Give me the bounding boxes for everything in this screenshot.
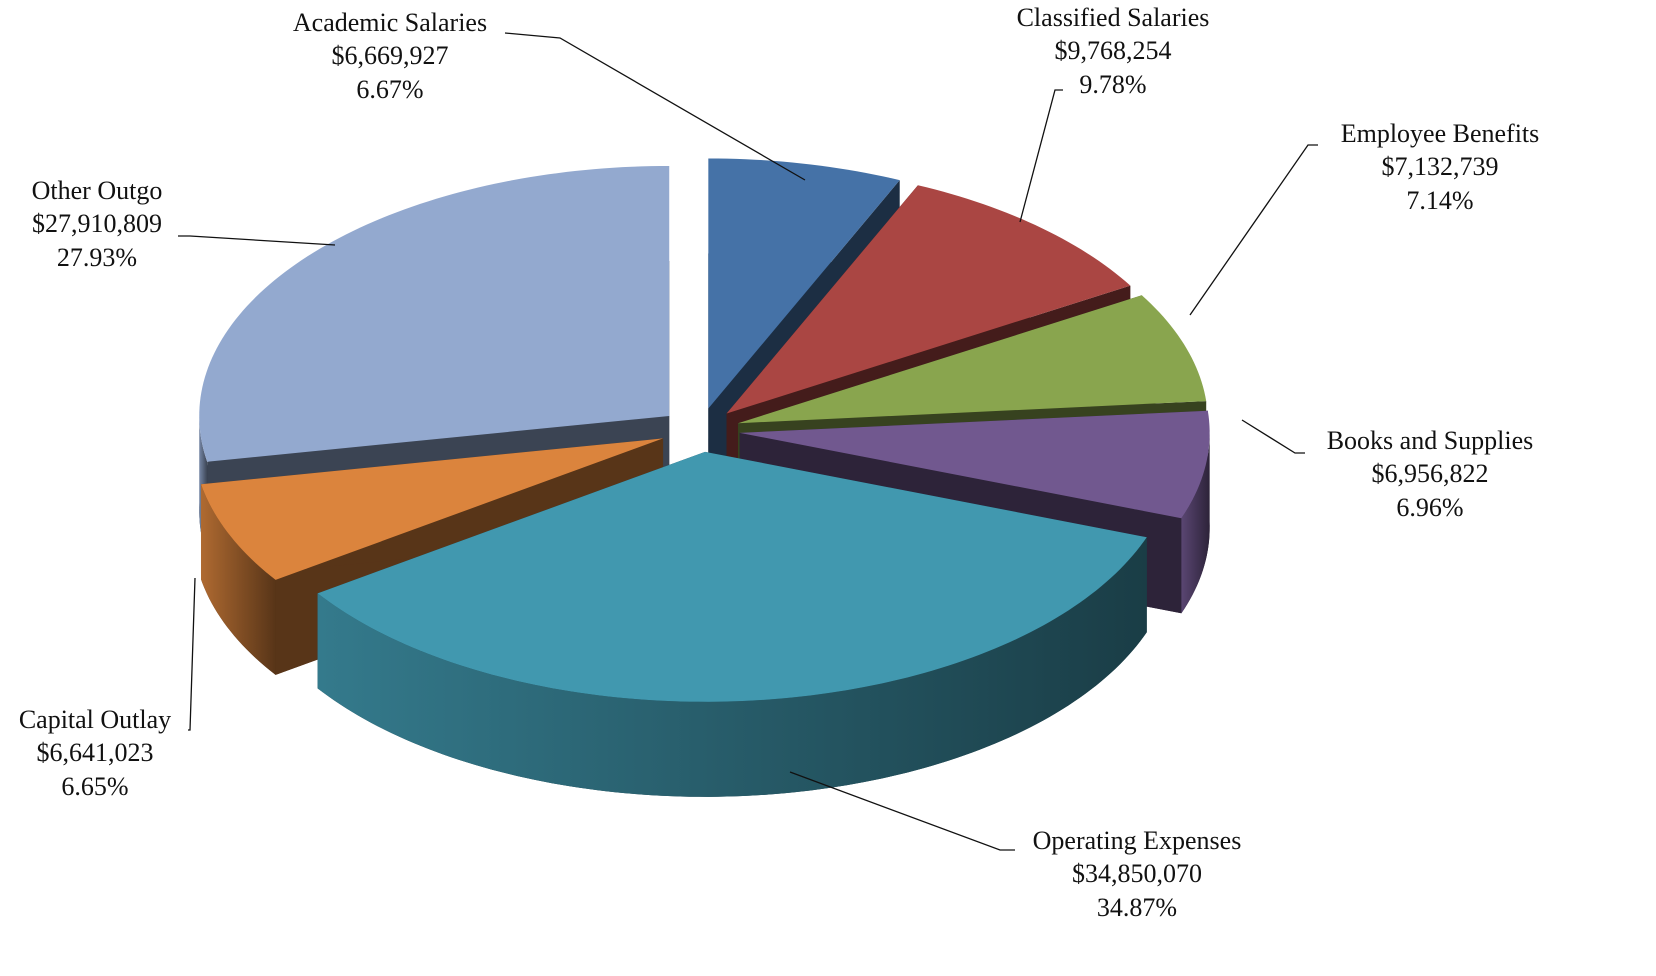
slice-percent-label: 6.67% bbox=[356, 75, 423, 104]
slice-value-label: $9,768,254 bbox=[1055, 36, 1172, 65]
leader-line bbox=[504, 32, 806, 181]
slice-wall bbox=[200, 484, 276, 675]
slice-percent-label: 6.96% bbox=[1396, 493, 1463, 522]
slice-percent-label: 7.14% bbox=[1406, 186, 1473, 215]
slice-label: Classified Salaries bbox=[1017, 3, 1210, 32]
slice-value-label: $34,850,070 bbox=[1072, 859, 1202, 888]
slice-value-label: $6,641,023 bbox=[37, 738, 154, 767]
leader-line bbox=[188, 577, 196, 731]
slice-top bbox=[726, 185, 1131, 414]
leader-line bbox=[1241, 419, 1305, 454]
slice-percent-label: 9.78% bbox=[1079, 70, 1146, 99]
slice-label: Books and Supplies bbox=[1327, 426, 1534, 455]
slice-wall bbox=[1181, 432, 1210, 614]
slice-label: Academic Salaries bbox=[293, 8, 487, 37]
slice-label: Operating Expenses bbox=[1033, 826, 1242, 855]
slice-percent-label: 27.93% bbox=[57, 243, 137, 272]
slice-value-label: $6,956,822 bbox=[1372, 459, 1489, 488]
slice-label: Employee Benefits bbox=[1341, 119, 1540, 148]
slice-top bbox=[200, 438, 664, 580]
slice-label: Other Outgo bbox=[32, 176, 163, 205]
leader-line bbox=[178, 235, 336, 246]
slice-percent-label: 34.87% bbox=[1097, 893, 1177, 922]
slice-top bbox=[317, 451, 1147, 702]
slice-value-label: $7,132,739 bbox=[1382, 152, 1499, 181]
leader-line bbox=[1019, 89, 1063, 223]
leader-line bbox=[1189, 144, 1318, 316]
slice-percent-label: 6.65% bbox=[61, 772, 128, 801]
leader-line bbox=[789, 771, 1015, 851]
slice-top bbox=[739, 410, 1210, 519]
slice-top bbox=[708, 158, 900, 409]
slice-value-label: $27,910,809 bbox=[32, 209, 162, 238]
slice-top bbox=[199, 165, 670, 462]
slice-top bbox=[738, 295, 1207, 424]
slice bbox=[317, 451, 1147, 797]
slice-wall bbox=[317, 537, 1147, 797]
slice-value-label: $6,669,927 bbox=[332, 41, 449, 70]
slice-label: Capital Outlay bbox=[19, 705, 171, 734]
